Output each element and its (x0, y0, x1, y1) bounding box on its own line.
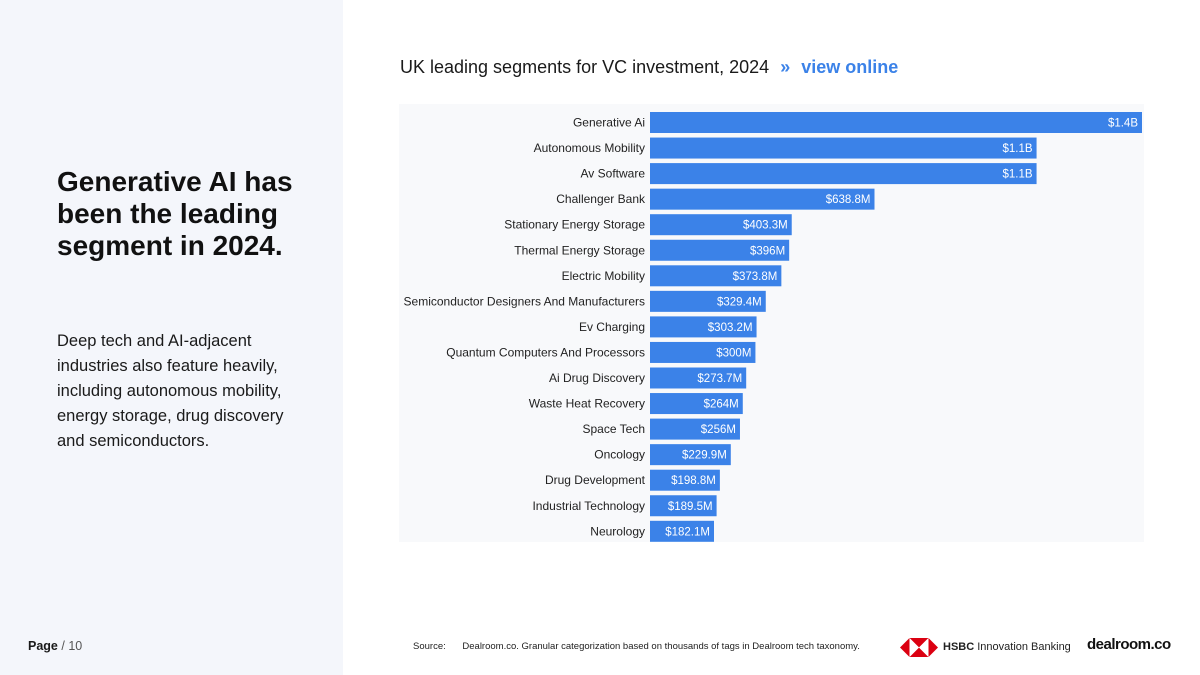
value-label: $264M (704, 399, 739, 411)
left-panel: Generative AI has been the leading segme… (0, 0, 343, 675)
bar[interactable] (650, 163, 1037, 185)
category-label: Space Tech (583, 422, 646, 436)
body-text: Deep tech and AI-adjacent industries als… (57, 332, 284, 450)
value-label: $329.4M (717, 296, 762, 308)
bar[interactable] (650, 367, 747, 389)
value-label: $373.8M (733, 271, 778, 283)
bar[interactable] (650, 112, 1142, 133)
hsbc-subbrand: Innovation Banking (977, 641, 1071, 653)
source-label: Source: (413, 641, 446, 652)
bar[interactable] (650, 444, 731, 466)
hsbc-text: HSBC Innovation Banking (943, 641, 1071, 653)
category-label: Quantum Computers And Processors (446, 345, 645, 359)
value-label: $300M (716, 347, 751, 359)
bar[interactable] (650, 520, 714, 542)
value-label: $198.8M (671, 475, 716, 487)
chart-area: Generative Ai $1.4B Autonomous Mobility $1.… (399, 104, 1144, 542)
chevron-right-icon: » (780, 57, 791, 77)
value-label: $273.7M (697, 373, 742, 385)
hsbc-brand: HSBC (943, 641, 975, 653)
bar-chart: Generative Ai $1.4B Autonomous Mobility $1.… (404, 112, 1142, 542)
category-label: Stationary Energy Storage (504, 218, 645, 232)
category-label: Ai Drug Discovery (549, 371, 645, 385)
bar[interactable] (650, 214, 792, 236)
hsbc-hexagon-icon (900, 637, 938, 657)
category-label: Industrial Technology (532, 499, 645, 513)
page-number: 10 (68, 639, 83, 653)
category-label: Waste Heat Recovery (529, 397, 645, 411)
bar[interactable] (650, 290, 766, 312)
category-label: Autonomous Mobility (534, 141, 645, 155)
category-label: Neurology (590, 524, 645, 538)
value-label: $1.4B (1108, 118, 1138, 130)
headline: Generative AI has been the leading segme… (57, 166, 293, 261)
value-label: $256M (701, 424, 736, 436)
value-label: $229.9M (682, 450, 727, 462)
bar[interactable] (650, 265, 782, 287)
category-label: Av Software (581, 167, 646, 181)
value-label: $189.5M (668, 501, 713, 513)
bar[interactable] (650, 469, 720, 491)
category-label: Drug Development (545, 473, 646, 487)
bar[interactable] (650, 495, 717, 517)
category-label: Semiconductor Designers And Manufacturer… (404, 294, 645, 308)
category-label: Electric Mobility (562, 269, 645, 283)
value-label: $182.1M (665, 526, 710, 538)
category-label: Thermal Energy Storage (514, 243, 645, 257)
category-label: Generative Ai (573, 116, 645, 130)
bar[interactable] (650, 316, 757, 338)
hsbc-logo: HSBC Innovation Banking (900, 637, 1071, 657)
bar[interactable] (650, 188, 875, 210)
dealroom-logo: dealroom.co (1087, 636, 1171, 653)
chart-title-text: UK leading segments for VC investment, 2… (400, 57, 770, 77)
bar[interactable] (650, 418, 740, 440)
value-label: $403.3M (743, 220, 788, 232)
bar[interactable] (650, 137, 1037, 159)
bar[interactable] (650, 341, 756, 363)
bar[interactable] (650, 239, 790, 261)
value-label: $303.2M (708, 322, 753, 334)
value-label: $396M (750, 245, 785, 257)
category-label: Oncology (594, 448, 645, 462)
value-label: $1.1B (1003, 169, 1033, 181)
value-label: $1.1B (1003, 143, 1033, 155)
source-note: Source: Dealroom.co. Granular categoriza… (413, 641, 860, 652)
value-label: $638.8M (826, 194, 871, 206)
bar[interactable] (650, 393, 743, 415)
page-separator: / (61, 639, 65, 653)
category-label: Ev Charging (579, 320, 645, 334)
source-text: Dealroom.co. Granular categorization bas… (462, 641, 860, 652)
page-indicator: Page / 10 (28, 639, 82, 653)
category-label: Challenger Bank (556, 192, 646, 206)
view-online-link[interactable]: view online (801, 57, 899, 77)
chart-title: UK leading segments for VC investment, 2… (400, 57, 898, 78)
page-label: Page (28, 639, 58, 653)
